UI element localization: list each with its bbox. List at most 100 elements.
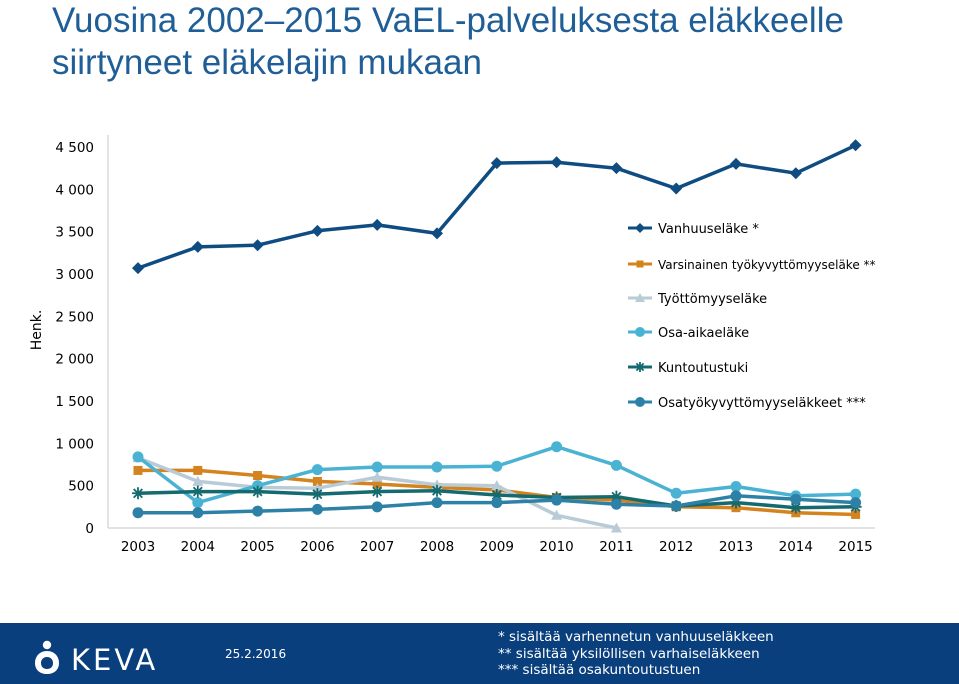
series-1 (132, 139, 862, 275)
x-tick-label: 2008 (420, 539, 454, 555)
y-axis-label: Henk. (29, 310, 45, 351)
footnote-1: * sisältää varhennetun vanhuuseläkkeen (498, 629, 774, 645)
data-point (670, 487, 682, 499)
data-point (253, 471, 263, 481)
legend-label: Kuntoutustuki (658, 361, 748, 376)
data-point (371, 485, 384, 498)
data-point (610, 459, 622, 471)
data-point (311, 224, 324, 237)
data-point (371, 218, 384, 231)
data-point (431, 461, 443, 473)
y-tick-label: 2 500 (55, 309, 94, 325)
keva-logo-icon: KEVA (35, 640, 158, 675)
data-point (193, 465, 203, 475)
data-point (431, 227, 443, 240)
data-point (850, 488, 862, 500)
data-point (191, 240, 204, 253)
data-point (431, 497, 443, 509)
data-point (371, 471, 383, 482)
x-tick-label: 2013 (719, 539, 753, 555)
data-point (371, 461, 383, 473)
data-point (311, 503, 323, 515)
data-point (192, 475, 204, 486)
data-point (133, 465, 143, 475)
data-point (789, 167, 802, 180)
data-point (670, 182, 683, 195)
data-point (192, 497, 204, 509)
series-6 (132, 490, 862, 519)
legend-marker (635, 293, 645, 302)
data-point (490, 157, 503, 170)
slide-date: 25.2.2016 (225, 647, 287, 661)
data-point (551, 494, 563, 506)
x-tick-label: 2003 (121, 539, 155, 555)
data-point (311, 488, 324, 501)
y-tick-label: 4 500 (55, 140, 94, 156)
data-point (132, 487, 144, 500)
data-point (851, 509, 861, 519)
x-tick-label: 2015 (838, 539, 872, 555)
x-tick-label: 2004 (181, 539, 215, 555)
data-point (730, 496, 742, 509)
chart-legend: Vanhuuseläke * Varsinainen työkyvyttömyys… (628, 222, 876, 411)
data-point (730, 481, 742, 493)
slide-title: Vuosina 2002–2015 VaEL-palveluksesta elä… (52, 1, 844, 82)
legend-item: Varsinainen työkyvyttömyyseläke ** (628, 258, 876, 272)
legend-label: Työttömyyseläke (657, 292, 767, 307)
data-point (252, 505, 264, 517)
data-point (730, 490, 742, 502)
data-point (551, 441, 563, 453)
footer-bar: KEVA 25.2.2016 * sisältää varhennetun va… (0, 623, 959, 684)
x-tick-label: 2012 (659, 539, 693, 555)
y-tick-label: 1 000 (55, 436, 94, 452)
legend-marker (635, 223, 645, 233)
data-point (191, 485, 204, 498)
data-point (371, 501, 383, 513)
x-tick-label: 2005 (240, 539, 274, 555)
data-point (132, 451, 144, 463)
data-point (849, 139, 862, 152)
footnote-3: *** sisältää osakuntoutustuen (498, 662, 701, 678)
legend-marker (635, 362, 645, 372)
data-point (251, 485, 264, 498)
svg-text:KEVA: KEVA (71, 643, 158, 675)
data-point (491, 480, 503, 491)
y-tick-label: 500 (68, 479, 94, 495)
legend-label: Varsinainen työkyvyttömyyseläke ** (658, 258, 876, 272)
data-point (610, 162, 623, 175)
y-tick-label: 3 500 (55, 225, 94, 241)
y-tick-label: 4 000 (55, 182, 94, 198)
y-tick-label: 0 (85, 521, 94, 537)
footnotes: * sisältää varhennetun vanhuuseläkkeen *… (498, 629, 774, 679)
legend-item: Kuntoutustuki (628, 361, 748, 376)
data-point (491, 497, 503, 509)
data-point (491, 460, 503, 472)
data-point (789, 501, 802, 514)
data-point (490, 488, 503, 501)
x-tick-label: 2011 (599, 539, 633, 555)
legend-label: Osatyökyvyttömyyseläkkeet *** (658, 396, 866, 411)
legend-marker (636, 260, 644, 268)
y-tick-label: 2 000 (55, 352, 94, 368)
chart-axes: 0 500 1 000 1 500 2 000 2 500 3 000 3 500 4 000 4… (29, 135, 875, 555)
legend-item: Vanhuuseläke * (628, 222, 759, 237)
data-point (312, 476, 322, 486)
legend-marker (635, 327, 645, 337)
data-point (610, 498, 622, 510)
data-point (730, 157, 742, 170)
x-tick-label: 2009 (480, 539, 514, 555)
legend-marker (635, 397, 645, 407)
x-tick-label: 2010 (539, 539, 573, 555)
data-point (372, 479, 382, 489)
data-point (610, 490, 623, 503)
data-point (431, 484, 443, 497)
footnote-2: ** sisältää yksilöllisen varhaiseläkkeen (498, 645, 760, 662)
data-point (251, 239, 264, 252)
chart-series-layer (132, 139, 862, 533)
data-point (610, 522, 622, 533)
data-point (311, 464, 323, 476)
line-chart: 0 500 1 000 1 500 2 000 2 500 3 000 3 500 4 000 4… (29, 135, 876, 555)
data-point (670, 500, 682, 512)
data-point (850, 497, 862, 509)
legend-item: Työttömyyseläke (628, 292, 767, 307)
